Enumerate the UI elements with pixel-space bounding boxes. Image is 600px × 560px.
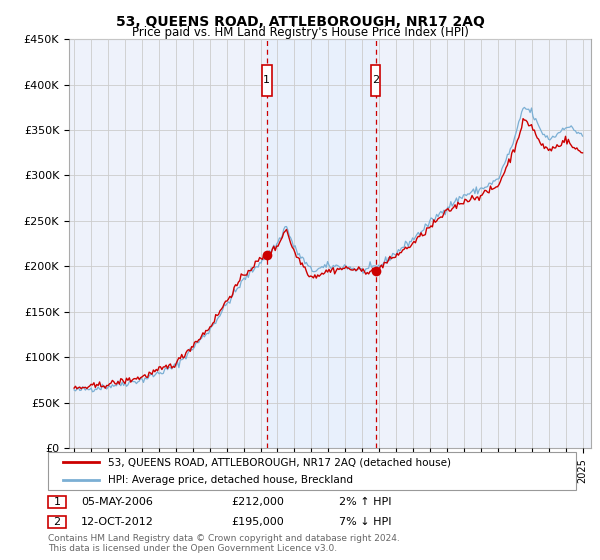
Text: 05-MAY-2006: 05-MAY-2006 [81,497,153,507]
Bar [267,39,376,448]
Text: 53, QUEENS ROAD, ATTLEBOROUGH, NR17 2AQ: 53, QUEENS ROAD, ATTLEBOROUGH, NR17 2AQ [116,15,484,29]
FancyBboxPatch shape [262,64,272,96]
Text: £195,000: £195,000 [231,517,284,527]
Text: £212,000: £212,000 [231,497,284,507]
Text: 7% ↓ HPI: 7% ↓ HPI [339,517,391,527]
Text: 2% ↑ HPI: 2% ↑ HPI [339,497,391,507]
Text: 2: 2 [372,75,379,85]
Text: 12-OCT-2012: 12-OCT-2012 [81,517,154,527]
Text: Price paid vs. HM Land Registry's House Price Index (HPI): Price paid vs. HM Land Registry's House … [131,26,469,39]
Text: 2: 2 [53,517,61,527]
Text: HPI: Average price, detached house, Breckland: HPI: Average price, detached house, Brec… [108,475,353,485]
Text: 1: 1 [263,75,270,85]
FancyBboxPatch shape [371,64,380,96]
Text: Contains HM Land Registry data © Crown copyright and database right 2024.
This d: Contains HM Land Registry data © Crown c… [48,534,400,553]
Text: 1: 1 [53,497,61,507]
Text: 53, QUEENS ROAD, ATTLEBOROUGH, NR17 2AQ (detached house): 53, QUEENS ROAD, ATTLEBOROUGH, NR17 2AQ … [108,457,451,467]
